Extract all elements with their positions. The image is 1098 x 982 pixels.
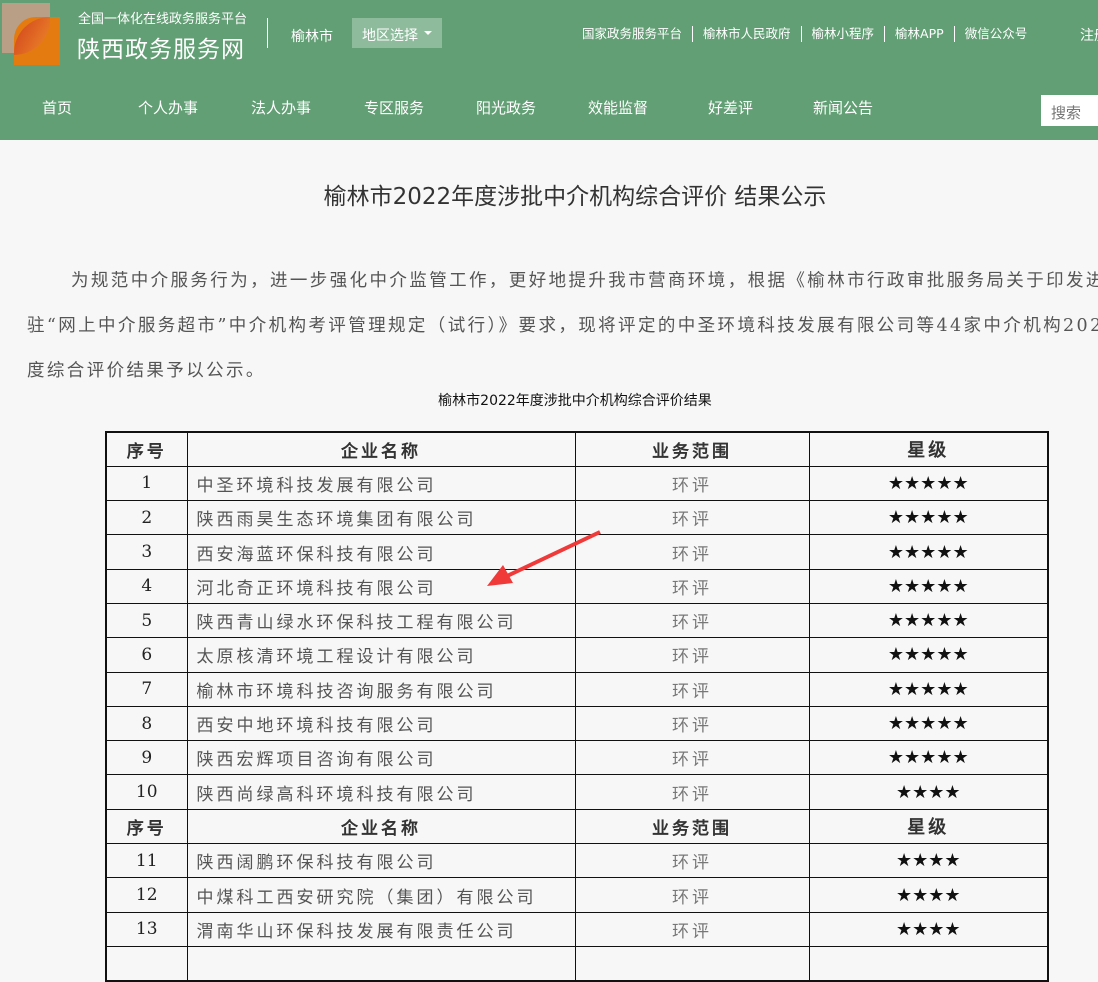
link-yulin-miniprogram[interactable]: 榆林小程序 (802, 26, 886, 42)
nav-special[interactable]: 专区服务 (364, 99, 425, 117)
business-scope: 环评 (574, 740, 810, 776)
register-link[interactable]: 注册 (1080, 28, 1098, 44)
table-row: 13 渭南华山环保科技发展有限责任公司 环评 ★★★★ (105, 911, 1049, 947)
table-row: 12 中煤科工西安研究院（集团）有限公司 环评 ★★★★ (105, 877, 1049, 913)
company-name: 西安海蓝环保科技有限公司 (186, 534, 576, 570)
top-links: 国家政务服务平台 榆林市人民政府 榆林小程序 榆林APP 微信公众号 (582, 26, 1037, 42)
site-header: 全国一体化在线政务服务平台 陕西政务服务网 榆林市 地区选择 国家政务服务平台 … (0, 0, 1098, 140)
company-name: 陕西雨昊生态环境集团有限公司 (186, 500, 576, 536)
table-row: 7 榆林市环境科技咨询服务有限公司 环评 ★★★★★ (105, 671, 1049, 707)
row-number: 11 (105, 843, 188, 879)
row-number: 3 (105, 534, 188, 570)
table-row: 9 陕西宏辉项目咨询有限公司 环评 ★★★★★ (105, 740, 1049, 776)
nav-news[interactable]: 新闻公告 (813, 99, 874, 117)
business-scope: 环评 (574, 774, 810, 810)
star-rating: ★★★★★ (808, 534, 1049, 570)
nav-open-government[interactable]: 阳光政务 (476, 99, 537, 117)
search-input[interactable] (1041, 95, 1098, 126)
link-yulin-app[interactable]: 榆林APP (885, 26, 955, 42)
nav-corporate[interactable]: 法人办事 (251, 99, 312, 117)
business-scope: 环评 (574, 465, 810, 502)
row-number: 2 (105, 500, 188, 536)
table-row: 11 陕西阔鹏环保科技有限公司 环评 ★★★★ (105, 843, 1049, 879)
table-row: 6 太原核清环境工程设计有限公司 环评 ★★★★★ (105, 637, 1049, 673)
row-number: 6 (105, 637, 188, 673)
link-wechat[interactable]: 微信公众号 (964, 26, 1028, 41)
company-name: 太原核清环境工程设计有限公司 (186, 637, 576, 673)
row-number: 10 (105, 774, 188, 810)
page-title: 榆林市2022年度涉批中介机构综合评价 结果公示 (323, 184, 827, 210)
star-rating: ★★★★★ (808, 500, 1049, 536)
company-name: 陕西阔鹏环保科技有限公司 (186, 843, 576, 879)
column-header: 业务范围 (574, 431, 810, 467)
red-arrow-annotation (487, 530, 601, 586)
star-rating: ★★★★★ (808, 637, 1049, 673)
company-name: 陕西宏辉项目咨询有限公司 (186, 740, 576, 776)
nav-personal[interactable]: 个人办事 (138, 99, 199, 117)
company-name: 陕西尚绿高科环境科技有限公司 (186, 774, 576, 810)
business-scope: 环评 (574, 705, 810, 742)
star-rating: ★★★★★ (808, 740, 1049, 776)
site-name[interactable]: 陕西政务服务网 (77, 37, 245, 63)
table-row: 8 西安中地环境科技有限公司 环评 ★★★★★ (105, 705, 1049, 742)
nav-rating[interactable]: 好差评 (708, 99, 754, 117)
region-select-label: 地区选择 (362, 28, 418, 44)
star-rating: ★★★★ (808, 877, 1049, 913)
site-logo[interactable] (2, 3, 60, 65)
table-caption: 榆林市2022年度涉批中介机构综合评价结果 (438, 393, 712, 409)
company-name: 榆林市环境科技咨询服务有限公司 (186, 671, 576, 707)
business-scope: 环评 (574, 671, 810, 707)
column-header: 企业名称 (186, 808, 576, 845)
star-rating: ★★★★★ (808, 671, 1049, 707)
row-number: 9 (105, 740, 188, 776)
nav-home[interactable]: 首页 (42, 99, 73, 117)
current-city: 榆林市 (291, 29, 333, 45)
row-number: 12 (105, 877, 188, 913)
table-row: 3 西安海蓝环保科技有限公司 环评 ★★★★★ (105, 534, 1049, 570)
region-select-button[interactable]: 地区选择 (352, 18, 442, 48)
caret-down-icon (424, 31, 432, 35)
star-rating: ★★★★★ (808, 705, 1049, 742)
row-number: 1 (105, 465, 188, 502)
table-row-partial (105, 945, 1049, 982)
column-header: 序号 (105, 431, 188, 467)
company-name: 中煤科工西安研究院（集团）有限公司 (186, 877, 576, 913)
row-number: 5 (105, 602, 188, 639)
business-scope: 环评 (574, 911, 810, 947)
row-number: 13 (105, 911, 188, 947)
column-header: 星级 (808, 808, 1049, 845)
table-header-row: 序号 企业名称 业务范围 星级 (105, 808, 1049, 845)
business-scope: 环评 (574, 877, 810, 913)
star-rating: ★★★★ (808, 843, 1049, 879)
company-name: 渭南华山环保科技发展有限责任公司 (186, 911, 576, 947)
table-row: 10 陕西尚绿高科环境科技有限公司 环评 ★★★★ (105, 774, 1049, 810)
link-national-platform[interactable]: 国家政务服务平台 (582, 26, 694, 42)
row-number: 8 (105, 705, 188, 742)
platform-subtitle: 全国一体化在线政务服务平台 (78, 12, 248, 27)
star-rating: ★★★★ (808, 911, 1049, 947)
divider (267, 18, 268, 48)
nav-supervision[interactable]: 效能监督 (588, 99, 649, 117)
link-yulin-government[interactable]: 榆林市人民政府 (693, 26, 802, 42)
star-rating: ★★★★★ (808, 568, 1049, 604)
intro-paragraph: 为规范中介服务行为，进一步强化中介监管工作，更好地提升我市营商环境，根据《榆林市… (27, 271, 1098, 381)
star-rating: ★★★★★ (808, 465, 1049, 502)
